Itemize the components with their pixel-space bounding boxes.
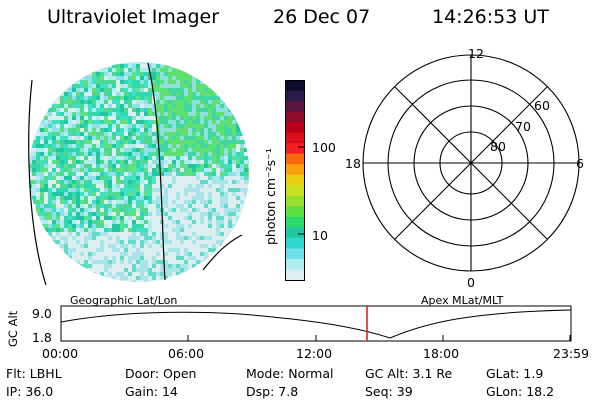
time-tick-1200: 12:00 — [296, 346, 333, 361]
mlat-label-60: 60 — [534, 98, 550, 113]
colorbar-band — [285, 258, 305, 271]
mlt-label-0: 0 — [467, 275, 475, 290]
door-readout: Door: Open — [125, 366, 197, 381]
gain-readout: Gain: 14 — [125, 384, 178, 399]
mlat-label-70: 70 — [515, 119, 531, 134]
apex-caption: Apex MLat/MLT — [421, 294, 504, 307]
colorbar-band — [285, 143, 305, 155]
instrument-title: Ultraviolet Imager — [47, 6, 220, 28]
mlt-label-6: 6 — [576, 156, 584, 171]
time-tick-0000: 00:00 — [42, 346, 79, 361]
polar-grid: 12 18 6 0 60 70 80 — [345, 46, 584, 290]
colorbar-band — [285, 111, 305, 123]
image-date: 26 Dec 07 — [273, 6, 371, 28]
longitude-line-left — [28, 79, 47, 286]
glon-readout: GLon: 18.2 — [486, 384, 555, 399]
coastline — [202, 234, 243, 271]
gc-alt-readout: GC Alt: 3.1 Re — [365, 366, 453, 381]
colorbar-band — [285, 90, 305, 102]
colorbar-band — [285, 122, 305, 134]
colorbar-band — [285, 195, 305, 207]
time-tick-2359: 23:59 — [553, 346, 590, 361]
colorbar-band — [285, 132, 305, 144]
colorbar-band — [285, 227, 305, 239]
colorbar-band — [285, 153, 305, 165]
colorbar-band — [285, 101, 305, 113]
colorbar-band — [285, 185, 305, 197]
image-time: 14:26:53 UT — [432, 6, 549, 28]
dsp-readout: Dsp: 7.8 — [246, 384, 299, 399]
colorbar-band — [285, 248, 305, 260]
mode-readout: Mode: Normal — [246, 366, 334, 381]
colorbar-band — [285, 174, 305, 186]
y-tick-9: 9.0 — [32, 306, 52, 321]
uv-image-panel — [28, 62, 249, 286]
uv-image-disk — [29, 62, 249, 282]
colorbar-tick-10: 10 — [312, 228, 328, 243]
mlt-label-12: 12 — [468, 46, 484, 61]
gc-alt-axis-label: GC Alt — [6, 310, 20, 347]
time-tick-1800: 18:00 — [423, 346, 460, 361]
colorbar-band — [285, 269, 305, 281]
colorbar-band — [285, 237, 305, 250]
ip-readout: IP: 36.0 — [6, 384, 54, 399]
mlat-label-80: 80 — [490, 139, 506, 154]
filter-readout: Flt: LBHL — [6, 366, 62, 381]
seq-readout: Seq: 39 — [365, 384, 413, 399]
longitude-line-center — [147, 62, 166, 281]
time-tick-0600: 06:00 — [168, 346, 205, 361]
colorbar-band — [285, 80, 305, 92]
colorbar-band — [285, 216, 305, 228]
y-tick-1-8: 1.8 — [32, 330, 52, 345]
colorbar-band — [285, 164, 305, 176]
colorbar-tick-100: 100 — [312, 140, 336, 155]
geographic-caption: Geographic Lat/Lon — [70, 294, 178, 307]
colorbar-band — [285, 206, 305, 218]
colorbar-unit-label: photon cm⁻²s⁻¹ — [263, 148, 278, 245]
mlt-label-18: 18 — [345, 156, 361, 171]
glat-readout: GLat: 1.9 — [486, 366, 544, 381]
colorbar — [285, 80, 305, 281]
altitude-strip — [60, 305, 572, 342]
